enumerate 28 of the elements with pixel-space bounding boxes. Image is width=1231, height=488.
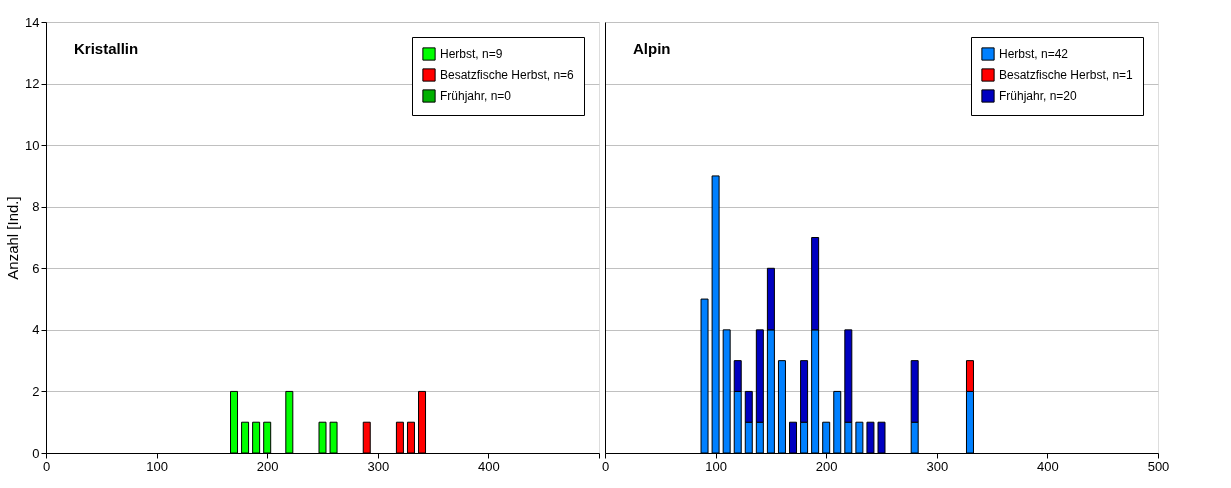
- x-tick-label: 400: [1037, 458, 1059, 474]
- x-tick-label: 100: [146, 458, 168, 474]
- legend-label: Frühjahr, n=20: [999, 89, 1078, 103]
- x-tick-label: 100: [705, 458, 727, 474]
- y-tick-label: 10: [25, 137, 40, 153]
- x-tick-label: 300: [367, 458, 390, 474]
- x-tick-label: 500: [1147, 458, 1170, 474]
- y-tick-label: 0: [32, 445, 40, 461]
- legend-label: Besatzfische Herbst, n=6: [440, 68, 575, 82]
- y-tick-label: 12: [25, 76, 40, 92]
- legend-label: Herbst, n=42: [999, 47, 1069, 61]
- text: Kristallin: [74, 40, 139, 57]
- y-tick-label: 2: [32, 383, 40, 399]
- legend-label: Besatzfische Herbst, n=1: [999, 68, 1134, 82]
- x-tick-label: 400: [478, 458, 500, 474]
- y-tick-label: 14: [25, 14, 40, 30]
- legend-label: Herbst, n=9: [440, 47, 503, 61]
- y-tick-label: 4: [32, 322, 40, 338]
- y-axis-title: Anzahl [Ind.]: [4, 196, 22, 280]
- x-tick-label: 300: [926, 458, 949, 474]
- y-tick-label: 6: [32, 260, 40, 276]
- legend-label: Frühjahr, n=0: [440, 89, 512, 103]
- x-tick-label: 0: [601, 458, 610, 474]
- x-tick-label: 200: [256, 458, 279, 474]
- text: Alpin: [633, 40, 671, 57]
- y-tick-label: 8: [32, 199, 40, 215]
- x-tick-label: 0: [42, 458, 51, 474]
- x-tick-label: 200: [815, 458, 838, 474]
